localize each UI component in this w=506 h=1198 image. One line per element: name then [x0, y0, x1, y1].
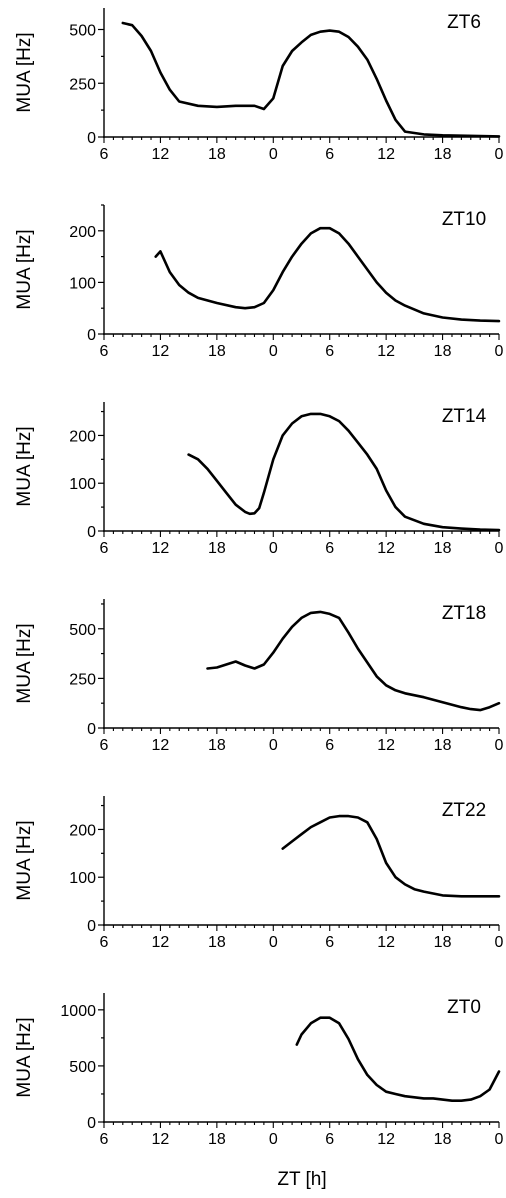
x-tick-label: 12 — [152, 934, 170, 951]
x-tick-label: 0 — [269, 343, 278, 360]
x-tick-label: 12 — [377, 934, 395, 951]
y-tick-label: 200 — [69, 428, 96, 445]
x-tick-label: 0 — [495, 1131, 504, 1148]
x-tick-label: 6 — [325, 934, 334, 951]
panel-title: ZT14 — [442, 406, 487, 427]
x-tick-label: 12 — [377, 540, 395, 557]
y-tick-label: 100 — [69, 476, 96, 493]
series-line — [121, 21, 501, 138]
x-tick-label: 6 — [325, 1131, 334, 1148]
x-tick-label: 18 — [208, 540, 226, 557]
x-tick-label: 12 — [152, 343, 170, 360]
x-tick-label: 12 — [152, 540, 170, 557]
x-tick-label: 0 — [269, 737, 278, 754]
y-tick-label: 0 — [87, 130, 96, 147]
y-tick-label: 200 — [69, 224, 96, 241]
x-tick-label: 6 — [325, 343, 334, 360]
x-tick-label: 6 — [325, 146, 334, 163]
series-line — [295, 1016, 501, 1102]
y-tick-label: 1000 — [60, 1003, 96, 1020]
y-tick-label: 250 — [69, 76, 96, 93]
x-tick-label: 12 — [377, 1131, 395, 1148]
y-axis-label: MUA [Hz] — [14, 229, 35, 309]
x-tick-label: 0 — [495, 934, 504, 951]
x-tick-label: 18 — [208, 1131, 226, 1148]
x-tick-label: 18 — [208, 146, 226, 163]
y-tick-label: 200 — [69, 822, 96, 839]
x-tick-label: 6 — [100, 737, 109, 754]
y-tick-label: 0 — [87, 327, 96, 344]
panel-title: ZT22 — [442, 800, 486, 821]
y-tick-label: 0 — [87, 918, 96, 935]
panel-title: ZT0 — [447, 997, 481, 1018]
x-tick-label: 0 — [495, 540, 504, 557]
y-tick-label: 500 — [69, 23, 96, 40]
x-tick-label: 18 — [208, 934, 226, 951]
x-tick-label: 18 — [434, 934, 452, 951]
y-tick-label: 500 — [69, 1059, 96, 1076]
x-axis-label: ZT [h] — [277, 1169, 326, 1190]
x-tick-label: 12 — [152, 1131, 170, 1148]
y-tick-label: 100 — [69, 275, 96, 292]
y-tick-label: 100 — [69, 870, 96, 887]
x-tick-label: 12 — [377, 146, 395, 163]
y-tick-label: 0 — [87, 1115, 96, 1132]
x-tick-label: 0 — [269, 146, 278, 163]
y-axis-label: MUA [Hz] — [14, 1017, 35, 1097]
series-line — [154, 226, 501, 323]
y-axis-label: MUA [Hz] — [14, 820, 35, 900]
y-axis-label: MUA [Hz] — [14, 426, 35, 506]
x-tick-label: 18 — [434, 146, 452, 163]
x-tick-label: 0 — [495, 146, 504, 163]
series-line — [206, 610, 501, 712]
x-tick-label: 12 — [377, 343, 395, 360]
x-tick-label: 12 — [377, 737, 395, 754]
y-tick-label: 0 — [87, 721, 96, 738]
x-tick-label: 18 — [434, 343, 452, 360]
x-tick-label: 6 — [100, 1131, 109, 1148]
x-tick-label: 18 — [208, 737, 226, 754]
x-tick-label: 0 — [269, 934, 278, 951]
x-tick-label: 0 — [269, 540, 278, 557]
x-tick-label: 6 — [325, 540, 334, 557]
x-tick-label: 0 — [495, 343, 504, 360]
y-axis-label: MUA [Hz] — [14, 623, 35, 703]
x-tick-label: 18 — [434, 737, 452, 754]
x-tick-label: 18 — [434, 1131, 452, 1148]
y-tick-label: 250 — [69, 671, 96, 688]
x-tick-label: 6 — [100, 540, 109, 557]
x-tick-label: 12 — [152, 146, 170, 163]
x-tick-label: 6 — [100, 146, 109, 163]
x-tick-label: 12 — [152, 737, 170, 754]
panel-title: ZT18 — [442, 603, 486, 624]
y-axis-label: MUA [Hz] — [14, 32, 35, 112]
x-tick-label: 18 — [434, 540, 452, 557]
y-tick-label: 0 — [87, 524, 96, 541]
panel-title: ZT10 — [442, 209, 486, 230]
series-line — [281, 814, 501, 898]
series-line — [187, 412, 501, 532]
y-tick-label: 500 — [69, 622, 96, 639]
x-tick-label: 6 — [325, 737, 334, 754]
x-tick-label: 6 — [100, 343, 109, 360]
x-tick-label: 6 — [100, 934, 109, 951]
x-tick-label: 18 — [208, 343, 226, 360]
x-tick-label: 0 — [495, 737, 504, 754]
x-tick-label: 0 — [269, 1131, 278, 1148]
panel-title: ZT6 — [447, 12, 481, 33]
